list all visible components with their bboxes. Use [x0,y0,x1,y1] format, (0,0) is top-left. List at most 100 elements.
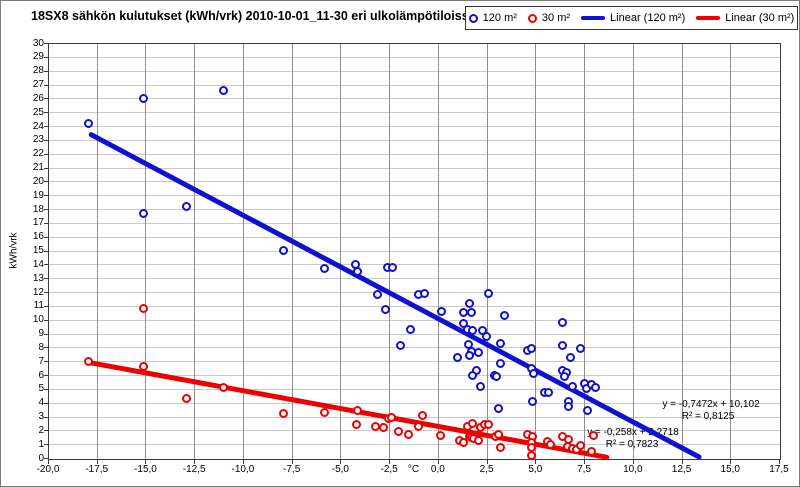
h-gridline [49,403,780,404]
data-point-30 [404,429,414,439]
data-point-30 [575,441,585,451]
data-point-120 [575,344,585,354]
y-tick-mark [44,264,48,265]
y-tick-label: 18 [32,203,44,215]
y-tick-mark [44,43,48,44]
v-gridline [730,44,731,459]
y-tick-mark [44,195,48,196]
y-tick-mark [44,57,48,58]
legend: 120 m² 30 m² Linear (120 m²) Linear (30 m²) [465,6,798,30]
data-point-30 [386,413,396,423]
v-gridline [292,44,293,459]
data-point-120 [218,85,228,95]
data-point-120 [139,93,149,103]
y-tick-mark [44,334,48,335]
x-tick-mark [389,460,390,464]
trendline-r2-120: R² = 0,8125 [681,411,735,422]
x-tick-label: -20,0 [36,464,60,475]
x-tick-mark [584,460,585,464]
data-point-30 [493,429,503,439]
y-tick-label: 16 [32,231,44,243]
x-tick-mark [97,460,98,464]
data-point-120 [558,341,568,351]
data-point-120 [482,331,492,341]
h-gridline [49,112,780,113]
x-tick-label: 2,5 [479,464,494,475]
x-tick-mark [487,460,488,464]
x-tick-mark [730,460,731,464]
chart-title: 18SX8 sähkön kulutukset (kWh/vrk) 2010-1… [31,9,476,23]
x-tick-mark [340,460,341,464]
data-point-120 [464,298,474,308]
h-gridline [49,195,780,196]
data-point-120 [560,371,570,381]
x-tick-label: 17,5 [769,464,789,475]
data-point-120 [419,288,429,298]
h-gridline [49,375,780,376]
data-point-120 [468,326,478,336]
data-point-120 [406,324,416,334]
data-point-120 [464,351,474,361]
data-point-30 [139,304,149,314]
legend-item: 30 m² [527,12,571,24]
data-point-120 [484,288,494,298]
y-tick-label: 1 [38,438,44,450]
x-tick-label: -10,0 [231,464,255,475]
data-point-120 [380,305,390,315]
data-point-120 [474,348,484,358]
legend-line-marker-icon [696,16,721,20]
y-tick-label: 0 [38,452,44,464]
data-point-30 [320,407,330,417]
y-tick-mark [44,85,48,86]
h-gridline [49,85,780,86]
trendline-r2-30: R² = 0,7823 [605,439,659,450]
x-tick-mark [438,460,439,464]
y-tick-label: 9 [38,328,44,339]
data-point-120 [437,306,447,316]
x-tick-label: -15,0 [134,464,157,475]
y-tick-mark [44,306,48,307]
h-gridline [49,389,780,390]
y-tick-mark [44,361,48,362]
h-gridline [49,181,780,182]
x-tick-label: -2,5 [380,464,398,475]
x-tick-mark [633,460,634,464]
y-tick-label: 6 [38,369,44,381]
y-tick-mark [44,209,48,210]
x-axis-title: °C [407,464,420,475]
v-gridline [487,44,488,459]
h-gridline [49,209,780,210]
legend-label: 30 m² [541,12,571,24]
y-tick-mark [44,223,48,224]
v-gridline [97,44,98,459]
data-point-30 [458,438,468,448]
h-gridline [49,347,780,348]
y-tick-mark [44,389,48,390]
h-gridline [49,98,780,99]
data-point-120 [567,381,577,391]
data-point-120 [468,370,478,380]
y-tick-label: 19 [32,189,44,201]
legend-item: Linear (30 m²) [696,12,794,24]
y-tick-mark [44,320,48,321]
h-gridline [49,57,780,58]
data-point-120 [396,341,406,351]
v-gridline [633,44,634,459]
v-gridline [243,44,244,459]
y-tick-label: 24 [32,120,44,132]
h-gridline [49,417,780,418]
y-tick-label: 7 [38,355,44,367]
data-point-120 [181,201,191,211]
x-tick-mark [243,460,244,464]
data-point-30 [181,394,191,404]
x-tick-label: 10,0 [623,464,643,475]
trendline-equation-120: y = -0,7472x + 10,102 [662,399,760,410]
data-point-120 [139,208,149,218]
data-point-120 [491,371,501,381]
data-point-30 [417,410,427,420]
legend-label: Linear (120 m²) [610,12,686,24]
y-tick-mark [44,168,48,169]
data-point-120 [558,317,568,327]
data-point-30 [495,443,505,453]
